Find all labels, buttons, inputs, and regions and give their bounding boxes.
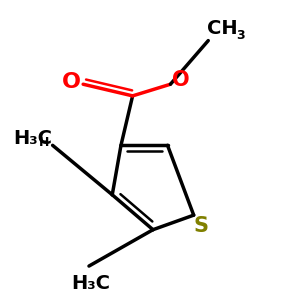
Text: S: S	[194, 216, 208, 236]
Text: H₃C: H₃C	[71, 274, 110, 293]
Text: H: H	[39, 136, 50, 149]
Text: CH: CH	[208, 19, 238, 38]
Text: 3: 3	[236, 29, 244, 42]
Text: O: O	[62, 72, 81, 92]
Text: H₃C: H₃C	[14, 129, 52, 148]
Text: O: O	[172, 70, 189, 90]
